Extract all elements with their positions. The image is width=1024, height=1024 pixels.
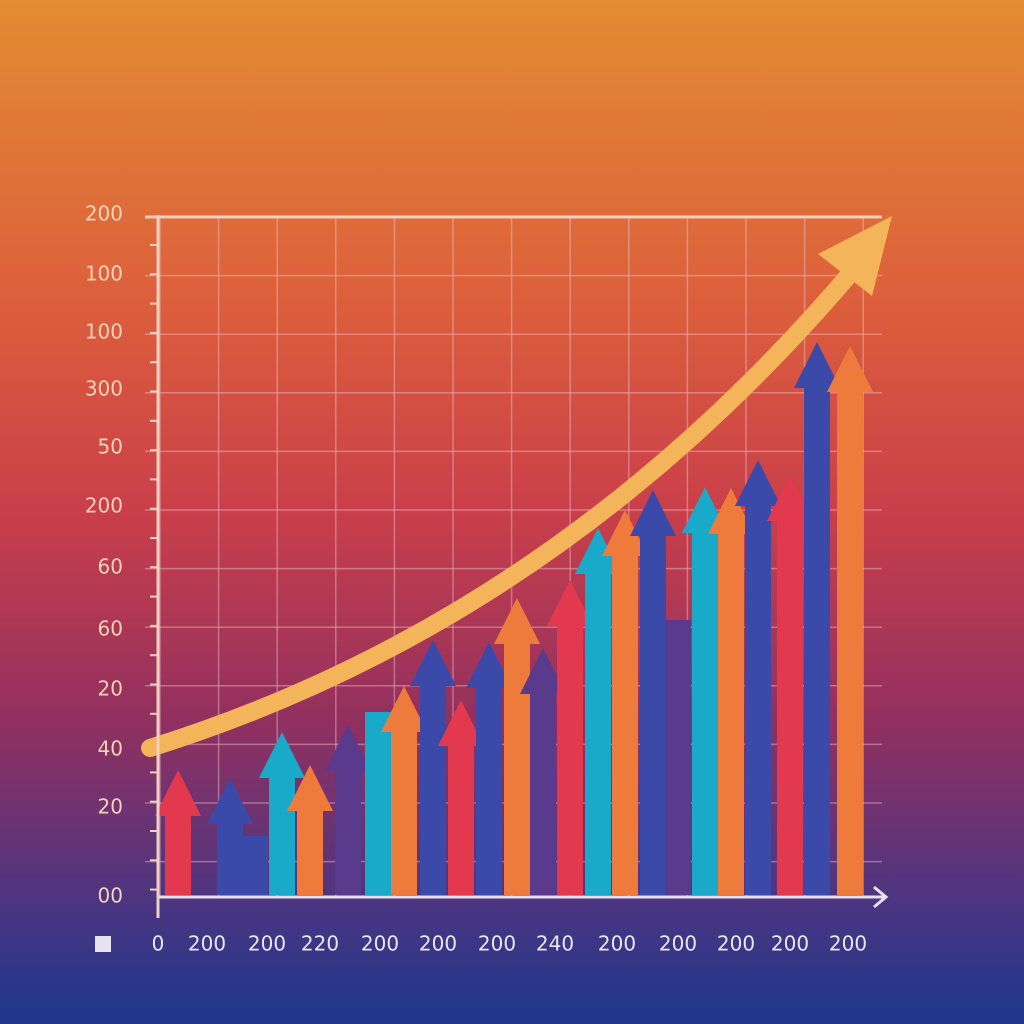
y-label: 40 [98,737,123,761]
bar-shaft [692,527,718,895]
y-label: 20 [98,795,123,819]
x-label: 200 [717,932,755,956]
y-label: 100 [85,320,123,344]
bar-shaft [557,620,583,895]
bar-arrowhead [155,770,201,816]
bar-arrowhead [325,725,371,771]
y-label: 00 [98,884,123,908]
y-label: 100 [85,262,123,286]
bar-arrowhead [259,732,305,778]
bar-arrowhead [767,475,813,521]
x-label: 200 [829,932,867,956]
y-label: 20 [98,677,123,701]
bar-arrowhead [410,640,456,686]
bar-shaft [718,528,744,895]
bar-shaft [745,500,771,895]
bar-shaft [504,638,530,895]
x-label: 200 [248,932,286,956]
x-label: 220 [301,932,339,956]
x-label: 200 [188,932,226,956]
y-label: 60 [98,617,123,641]
bar-shaft [335,765,361,895]
bar-shaft [391,726,417,895]
bar-shaft [612,550,638,895]
bar-arrowhead [602,510,648,556]
trend-arrow [141,253,869,757]
bar-shaft [448,740,474,895]
bars [155,342,873,895]
bar-shaft [804,382,830,895]
bar-shaft [217,818,243,895]
x-label: 0 [152,932,165,956]
y-label: 50 [98,435,123,459]
y-label: 200 [85,202,123,226]
bar-arrowhead [547,580,593,626]
legend-square [95,936,111,952]
bar-block [665,620,691,895]
trend-arrowhead [818,216,892,296]
bar-shaft [777,515,803,895]
y-label: 200 [85,494,123,518]
bar-shaft [530,688,556,895]
bar-shaft [269,772,295,895]
bar-shaft [476,682,502,895]
bar-arrowhead [207,778,253,824]
bar-arrowhead [520,648,566,694]
x-label: 200 [659,932,697,956]
bar-arrowhead [630,490,676,536]
bar-arrowhead [708,488,754,534]
x-label: 200 [361,932,399,956]
x-label: 200 [419,932,457,956]
bar-block [365,712,391,895]
bar-arrowhead [438,700,484,746]
bar-arrowhead [381,686,427,732]
bar-shaft [585,568,611,895]
x-label: 240 [536,932,574,956]
bar-arrowhead [575,528,621,574]
bar-shaft [165,810,191,895]
x-label: 200 [478,932,516,956]
bar-arrowhead [466,642,512,688]
x-axis-arrow [873,885,889,909]
bar-shaft [420,680,446,895]
bar-shaft [297,805,323,895]
bar-arrowhead [287,765,333,811]
y-label: 300 [85,377,123,401]
bar-block [242,836,268,895]
bar-arrowhead [794,342,840,388]
bar-arrowhead [827,346,873,392]
y-label: 60 [98,555,123,579]
bar-shaft [837,386,863,895]
x-label: 200 [771,932,809,956]
x-label: 200 [598,932,636,956]
bar-arrowhead [494,598,540,644]
bar-shaft [640,530,666,895]
bar-arrowhead [735,460,781,506]
